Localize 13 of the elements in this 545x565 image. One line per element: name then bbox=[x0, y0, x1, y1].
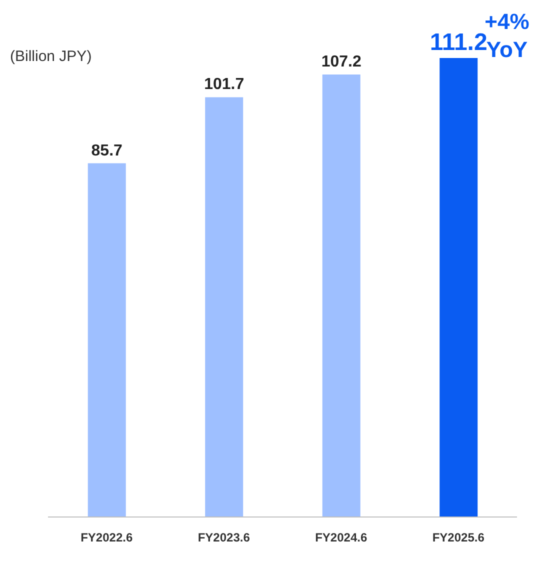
x-tick-label: FY2024.6 bbox=[315, 530, 368, 545]
data-label: 107.2 bbox=[321, 54, 362, 71]
x-tick-label: FY2022.6 bbox=[80, 530, 133, 545]
bar bbox=[322, 74, 360, 517]
bar bbox=[88, 163, 126, 517]
data-label: 111.2 bbox=[430, 29, 488, 56]
data-label: 101.7 bbox=[204, 76, 244, 94]
annotation: (Billion JPY) bbox=[10, 48, 92, 65]
bar bbox=[440, 58, 478, 517]
data-label: 85.7 bbox=[91, 142, 123, 160]
x-tick-label: FY2025.6 bbox=[432, 530, 485, 545]
bar bbox=[205, 97, 244, 517]
x-tick-label: FY2023.6 bbox=[198, 530, 250, 545]
